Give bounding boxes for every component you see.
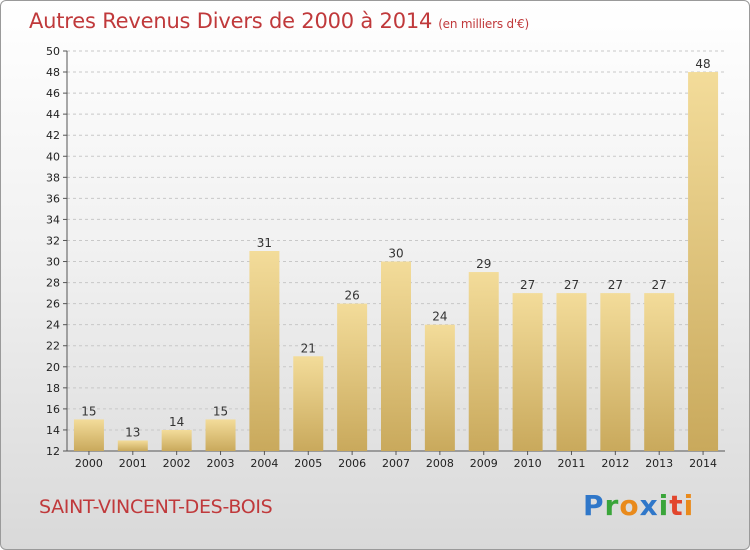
x-tick-label: 2014 xyxy=(689,457,717,470)
x-tick-label: 2002 xyxy=(163,457,191,470)
data-label: 15 xyxy=(81,404,96,418)
y-tick-label: 32 xyxy=(46,234,60,247)
y-tick-label: 50 xyxy=(46,45,60,58)
data-label: 48 xyxy=(695,57,710,71)
y-tick-label: 38 xyxy=(46,171,60,184)
bar xyxy=(556,293,587,451)
x-tick-label: 2001 xyxy=(119,457,147,470)
y-tick-label: 14 xyxy=(46,424,60,437)
y-tick-label: 28 xyxy=(46,277,60,290)
logo-letter: P xyxy=(583,489,605,522)
y-tick-label: 22 xyxy=(46,340,60,353)
x-tick-label: 2011 xyxy=(557,457,585,470)
bar xyxy=(117,440,148,451)
x-tick-label: 2009 xyxy=(470,457,498,470)
data-label: 31 xyxy=(257,236,272,250)
data-label: 26 xyxy=(344,289,359,303)
logo-letter: i xyxy=(683,489,695,522)
data-label: 29 xyxy=(476,257,491,271)
bar xyxy=(337,303,368,451)
bar xyxy=(512,293,543,451)
chart-unit: (en milliers d'€) xyxy=(438,17,529,31)
data-label: 27 xyxy=(564,278,579,292)
x-tick-label: 2006 xyxy=(338,457,366,470)
bar xyxy=(293,356,324,451)
bar xyxy=(161,429,192,451)
x-tick-label: 2005 xyxy=(294,457,322,470)
bar xyxy=(205,419,236,451)
logo-letter: o xyxy=(619,489,640,522)
x-tick-label: 2004 xyxy=(250,457,278,470)
y-tick-label: 36 xyxy=(46,192,60,205)
data-label: 13 xyxy=(125,425,140,439)
x-tick-label: 2010 xyxy=(514,457,542,470)
logo-letter: t xyxy=(669,489,684,522)
data-label: 24 xyxy=(432,310,447,324)
data-label: 15 xyxy=(213,404,228,418)
bar xyxy=(644,293,675,451)
bar xyxy=(424,324,455,451)
logo-letter: r xyxy=(604,489,620,522)
y-tick-label: 18 xyxy=(46,382,60,395)
bar xyxy=(381,261,411,451)
bar xyxy=(249,251,280,451)
y-tick-label: 42 xyxy=(46,129,60,142)
x-tick-label: 2008 xyxy=(426,457,454,470)
data-label: 14 xyxy=(169,415,184,429)
chart-title: Autres Revenus Divers de 2000 à 2014 (en … xyxy=(29,9,529,33)
commune-name: SAINT-VINCENT-DES-BOIS xyxy=(39,496,273,518)
data-label: 21 xyxy=(301,341,316,355)
chart-title-text: Autres Revenus Divers de 2000 à 2014 xyxy=(29,9,433,33)
y-tick-label: 48 xyxy=(46,66,60,79)
logo-letter: x xyxy=(639,489,659,522)
y-tick-label: 46 xyxy=(46,87,60,100)
proxiti-logo: Proxiti xyxy=(583,489,694,522)
x-tick-label: 2012 xyxy=(601,457,629,470)
x-tick-label: 2007 xyxy=(382,457,410,470)
y-tick-label: 24 xyxy=(46,319,60,332)
y-tick-label: 26 xyxy=(46,298,60,311)
y-tick-label: 40 xyxy=(46,150,60,163)
data-label: 27 xyxy=(520,278,535,292)
y-tick-label: 16 xyxy=(46,403,60,416)
y-tick-label: 44 xyxy=(46,108,60,121)
x-tick-label: 2013 xyxy=(645,457,673,470)
bar xyxy=(73,419,104,451)
data-label: 27 xyxy=(608,278,623,292)
y-tick-label: 12 xyxy=(46,445,60,458)
y-tick-label: 34 xyxy=(46,213,60,226)
y-tick-label: 30 xyxy=(46,256,60,269)
x-tick-label: 2000 xyxy=(75,457,103,470)
logo-letter: i xyxy=(658,489,670,522)
x-tick-label: 2003 xyxy=(207,457,235,470)
data-label: 27 xyxy=(652,278,667,292)
bar xyxy=(600,293,631,451)
data-label: 30 xyxy=(388,247,403,261)
y-tick-label: 20 xyxy=(46,361,60,374)
bar xyxy=(468,272,499,451)
bar xyxy=(688,72,719,451)
